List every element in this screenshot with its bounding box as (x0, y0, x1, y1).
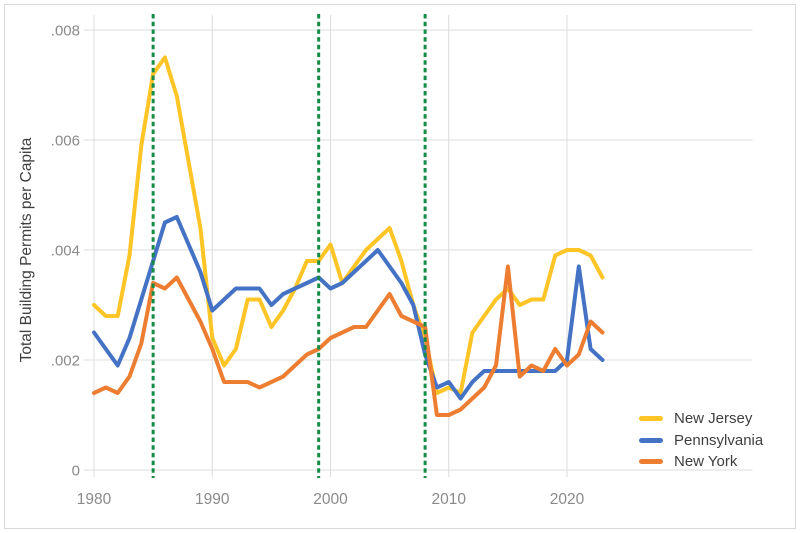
y-tick-label: .004 (51, 243, 80, 260)
x-tick-label: 2010 (432, 491, 467, 508)
y-tick-label: .006 (51, 133, 80, 150)
legend-label-pennsylvania: Pennsylvania (674, 431, 764, 449)
legend-label-new-jersey: New Jersey (674, 410, 753, 428)
x-tick-label: 1990 (195, 491, 230, 508)
legend-item-new-jersey: New Jersey (639, 408, 763, 430)
new-jersey-line-swatch (639, 416, 663, 422)
x-tick-label: 1980 (77, 491, 112, 508)
new-york-line-swatch (639, 459, 663, 465)
legend-label-new-york: New York (674, 453, 738, 471)
legend-item-new-york: New York (639, 451, 763, 473)
series-line-new-jersey (92, 55, 605, 395)
y-axis-title: Total Building Permits per Capita (18, 137, 35, 363)
x-tick-label: 2000 (313, 491, 348, 508)
series-line-new-york (92, 264, 605, 417)
y-tick-label: .008 (51, 23, 80, 40)
y-tick-label: .002 (51, 353, 80, 370)
y-tick-label: 0 (72, 463, 80, 480)
legend-item-pennsylvania: Pennsylvania (639, 430, 763, 452)
chart-legend: New Jersey Pennsylvania New York (639, 408, 763, 473)
pennsylvania-line-swatch (639, 437, 663, 443)
x-tick-label: 2020 (550, 491, 585, 508)
